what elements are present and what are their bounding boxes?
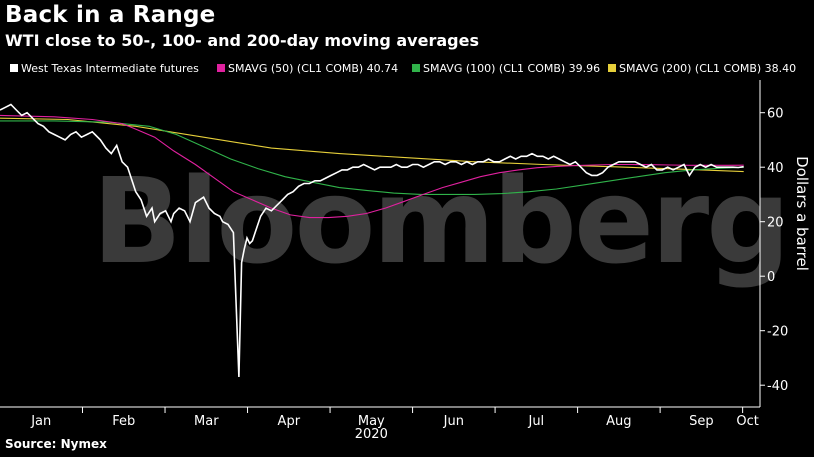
legend-entry-1: SMAVG (50) (CL1 COMB) 40.74 xyxy=(228,62,398,75)
x-tick-label: Jun xyxy=(443,414,464,429)
legend-swatch-3 xyxy=(608,64,616,72)
source-note: Source: Nymex xyxy=(5,437,107,451)
legend-swatch-2 xyxy=(412,64,420,72)
x-axis: Jan Feb Mar Apr May Jun Jul Aug Sep Oct 2020 xyxy=(0,406,760,442)
y-tick-label: 0 xyxy=(767,270,775,285)
x-tick-label: Aug xyxy=(606,414,631,429)
y-axis: -40 -20 0 20 40 60 Dollars a barrel xyxy=(759,80,811,407)
x-tick-label: May xyxy=(358,414,385,429)
x-tick-label: Oct xyxy=(736,414,758,429)
chart-title: Back in a Range xyxy=(5,2,216,28)
y-axis-label: Dollars a barrel xyxy=(793,156,811,271)
x-axis-label: 2020 xyxy=(355,427,388,442)
series-line-0 xyxy=(0,103,744,378)
legend-swatch-0 xyxy=(10,64,18,72)
y-tick-label: 40 xyxy=(767,161,784,176)
x-tick-label: Jan xyxy=(30,414,51,429)
x-tick-label: Sep xyxy=(689,414,714,429)
chart-subtitle: WTI close to 50-, 100- and 200-day movin… xyxy=(5,31,479,50)
legend-entry-3: SMAVG (200) (CL1 COMB) 38.40 xyxy=(619,62,796,75)
series-line-2 xyxy=(0,120,744,195)
x-tick-label: Feb xyxy=(112,414,135,429)
y-tick-label: 60 xyxy=(767,107,784,122)
series-lines xyxy=(0,103,744,378)
y-tick-label: 20 xyxy=(767,216,784,231)
y-tick-label: -20 xyxy=(767,325,788,340)
bloomberg-watermark: Bloomberg xyxy=(92,152,788,290)
series-line-3 xyxy=(0,117,744,173)
x-tick-label: Mar xyxy=(194,414,219,429)
legend-entry-0: West Texas Intermediate futures xyxy=(21,62,199,75)
legend-entry-2: SMAVG (100) (CL1 COMB) 39.96 xyxy=(423,62,600,75)
x-tick-label: Apr xyxy=(278,414,301,429)
legend: West Texas Intermediate futures SMAVG (50… xyxy=(10,62,796,75)
series-line-1 xyxy=(0,114,744,219)
y-tick-label: -40 xyxy=(767,379,788,394)
x-tick-label: Jul xyxy=(527,414,544,429)
legend-swatch-1 xyxy=(217,64,225,72)
